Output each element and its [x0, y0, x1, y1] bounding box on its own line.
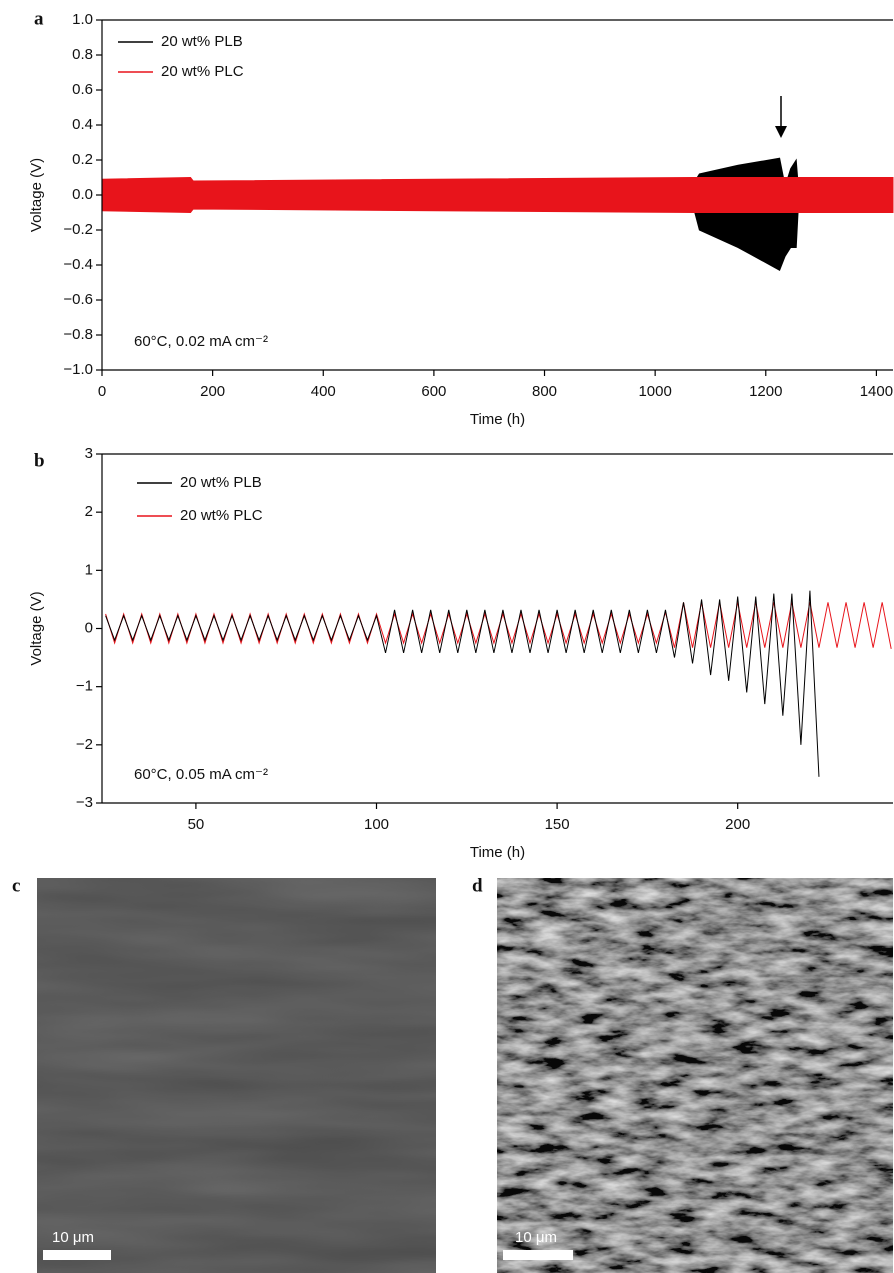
y-tick-label: 0.0	[72, 186, 93, 203]
page: {"chart_data": [ {"type": "area", "label…	[0, 0, 894, 1273]
x-tick-label: 800	[532, 383, 557, 400]
legend-label: 20 wt% PLC	[180, 507, 263, 524]
voltage-band	[102, 158, 799, 270]
y-tick-label: 2	[85, 503, 93, 520]
y-tick-label: −1.0	[63, 361, 93, 378]
x-tick-label: 400	[311, 383, 336, 400]
voltage-line	[106, 602, 892, 649]
annotation: 60°C, 0.02 mA cm⁻²	[134, 333, 268, 350]
x-tick-label: 200	[725, 816, 750, 833]
y-axis-title: Voltage (V)	[28, 591, 45, 665]
x-tick-label: 1000	[638, 383, 671, 400]
panel-label: a	[34, 8, 44, 29]
x-axis-title: Time (h)	[470, 844, 525, 861]
panel-label: b	[34, 450, 45, 471]
annotation: 60°C, 0.05 mA cm⁻²	[134, 766, 268, 783]
y-tick-label: 3	[85, 445, 93, 462]
arrow-head	[775, 126, 787, 138]
y-tick-label: 1	[85, 561, 93, 578]
scale-bar-label: 10 μm	[52, 1229, 94, 1246]
x-axis-title: Time (h)	[470, 411, 525, 428]
x-tick-label: 150	[545, 816, 570, 833]
panel-label: d	[472, 875, 483, 896]
x-tick-label: 0	[98, 383, 106, 400]
scale-bar	[43, 1250, 111, 1260]
y-tick-label: 0	[85, 619, 93, 636]
y-tick-label: −0.6	[63, 291, 93, 308]
y-tick-label: −0.8	[63, 326, 93, 343]
voltage-line	[106, 591, 819, 777]
x-tick-label: 1400	[860, 383, 893, 400]
y-tick-label: −0.2	[63, 221, 93, 238]
y-tick-label: 0.6	[72, 81, 93, 98]
x-tick-label: 100	[364, 816, 389, 833]
scale-bar	[503, 1250, 573, 1260]
legend-label: 20 wt% PLB	[180, 474, 262, 491]
y-tick-label: −2	[76, 736, 93, 753]
figure: c d 10 μm 10 μm 20 wt% PLB20 wt% PLC0200…	[0, 0, 894, 1273]
y-tick-label: 1.0	[72, 11, 93, 28]
y-tick-label: 0.4	[72, 116, 93, 133]
sem-texture-d	[497, 878, 893, 1273]
y-tick-label: −1	[76, 678, 93, 695]
y-tick-label: −3	[76, 794, 93, 811]
y-tick-label: 0.2	[72, 151, 93, 168]
scale-bar-label: 10 μm	[515, 1229, 557, 1246]
legend-label: 20 wt% PLC	[161, 63, 244, 80]
x-tick-label: 50	[188, 816, 205, 833]
x-tick-label: 600	[421, 383, 446, 400]
x-tick-label: 200	[200, 383, 225, 400]
panel-label: c	[12, 875, 20, 896]
y-axis-title: Voltage (V)	[28, 158, 45, 232]
legend-label: 20 wt% PLB	[161, 33, 243, 50]
y-tick-label: 0.8	[72, 46, 93, 63]
x-tick-label: 1200	[749, 383, 782, 400]
voltage-band	[102, 178, 893, 213]
sem-texture-c	[37, 878, 436, 1273]
y-tick-label: −0.4	[63, 256, 93, 273]
